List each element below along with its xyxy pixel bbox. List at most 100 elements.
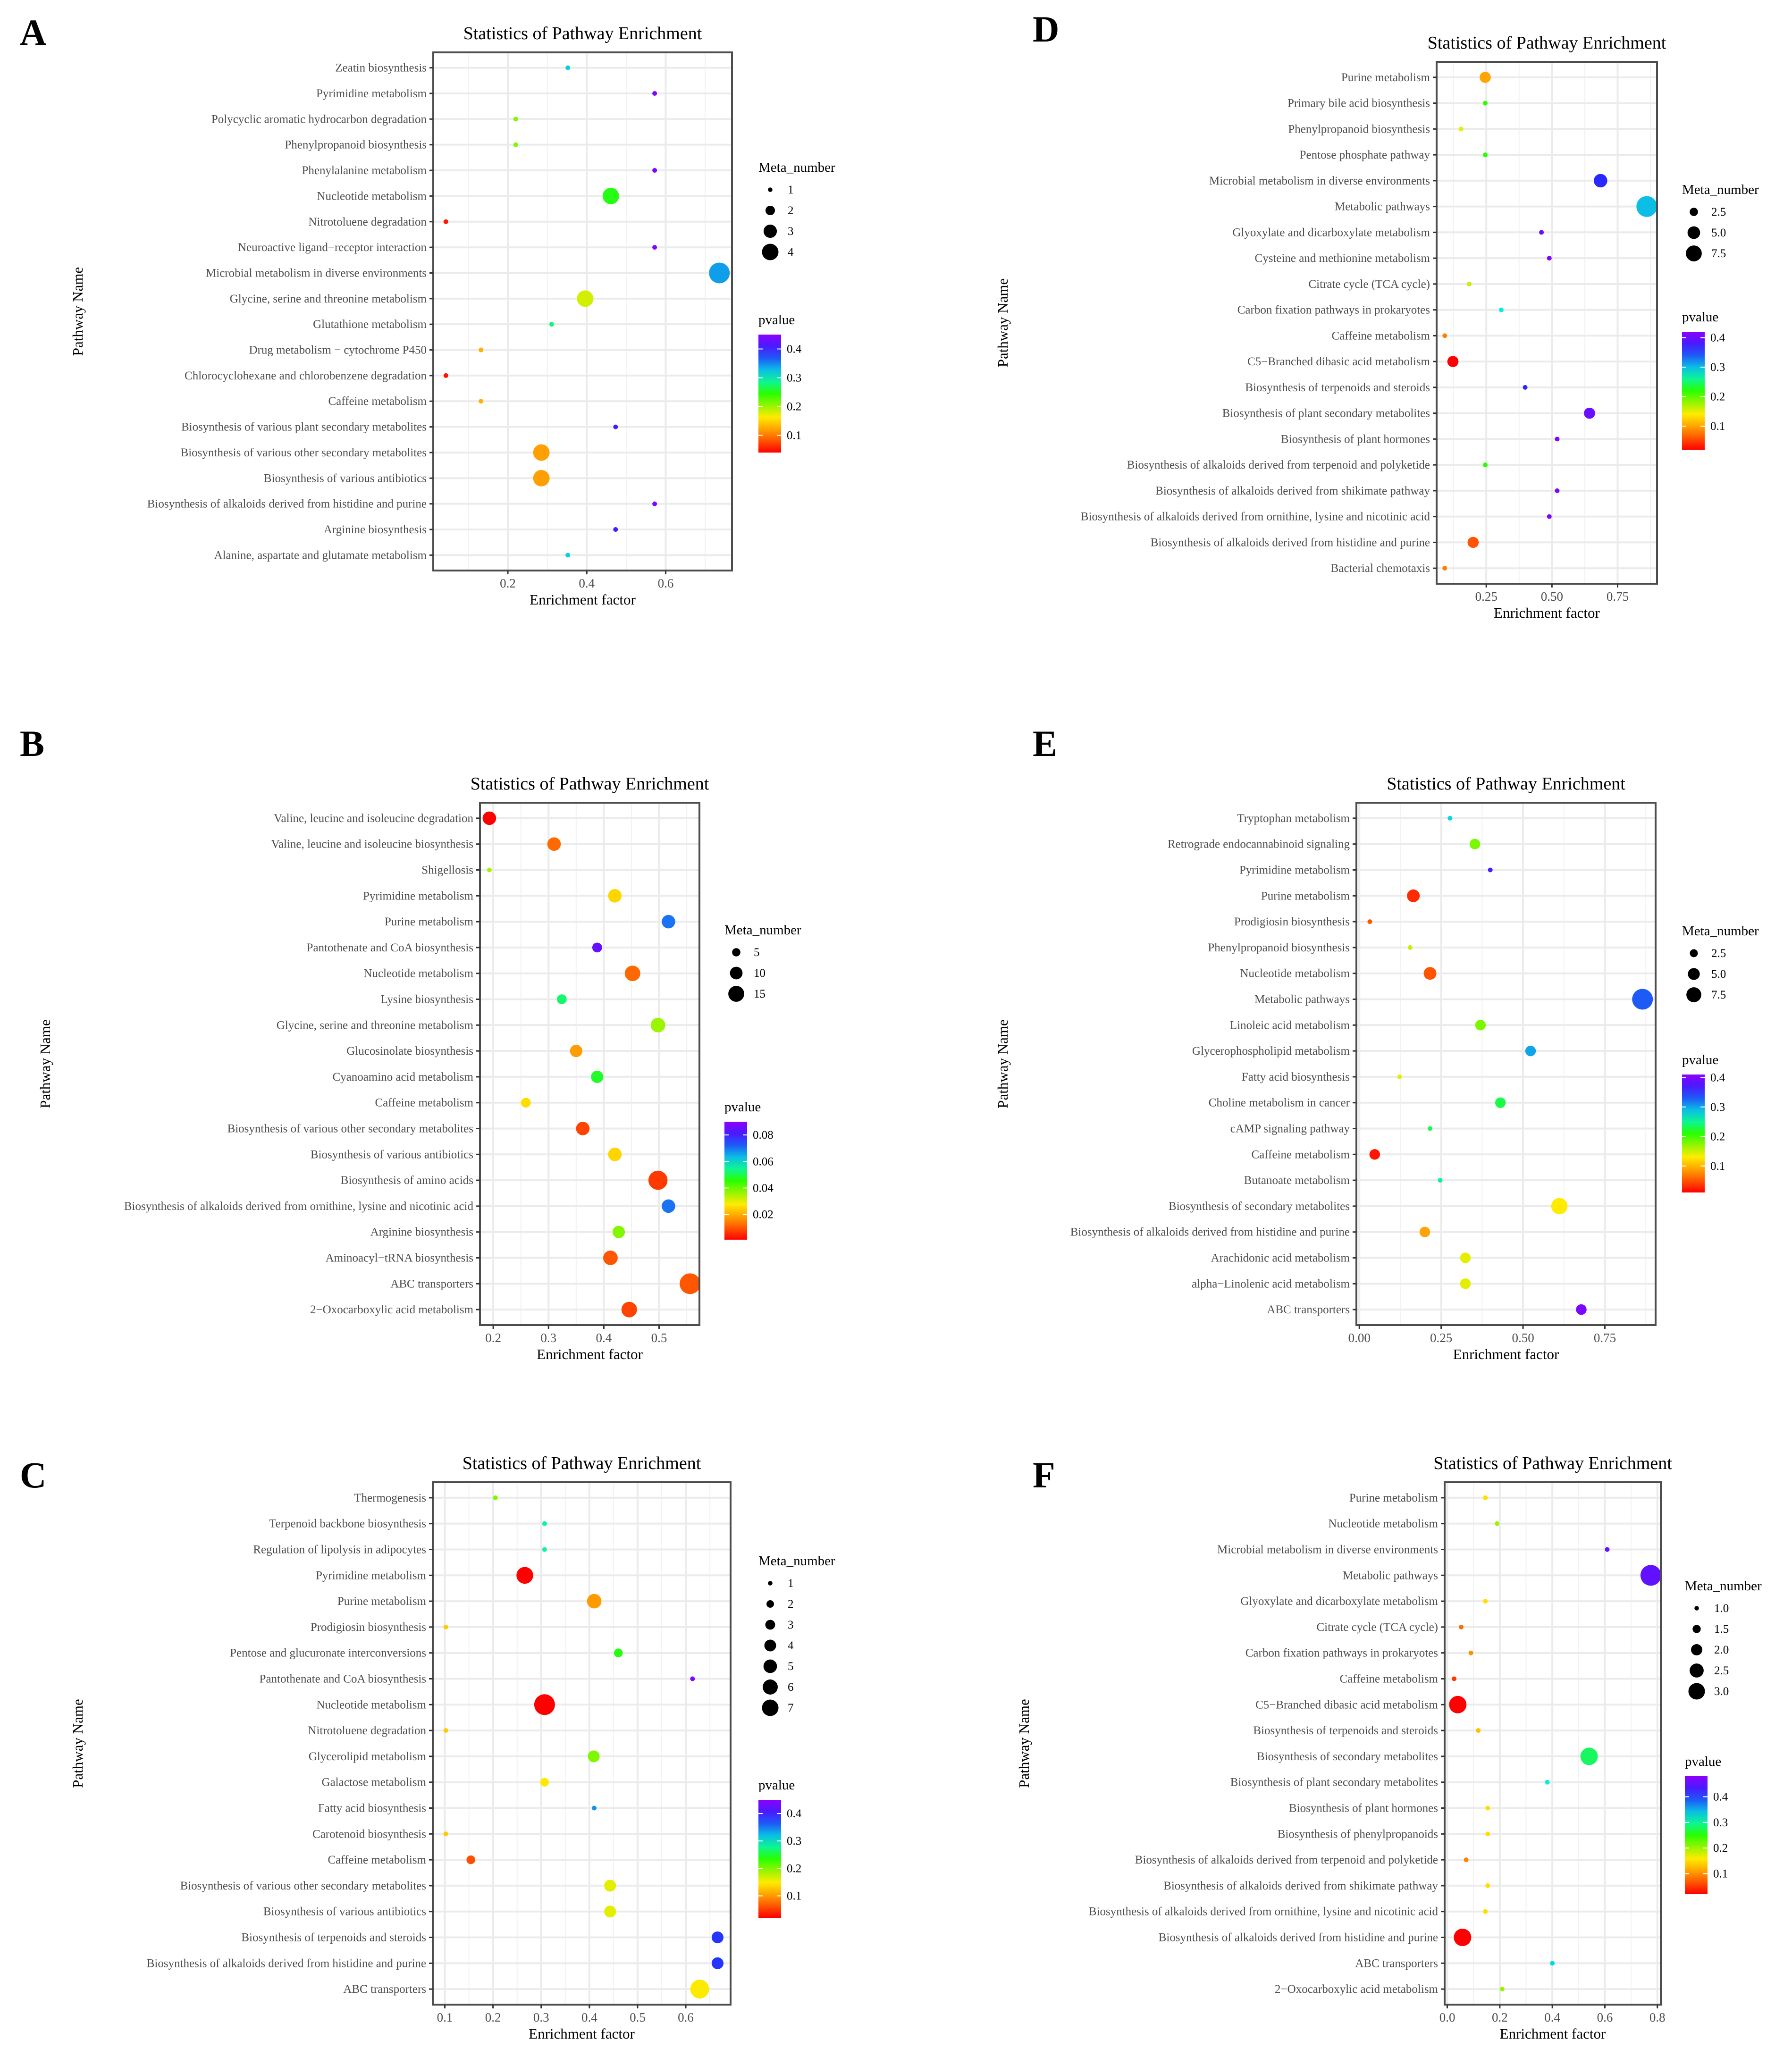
y-tick-label: Biosynthesis of phenylpropanoids [1278, 1828, 1438, 1840]
y-tick-label: Metabolic pathways [1254, 993, 1350, 1006]
data-point [614, 1648, 623, 1657]
size-legend-key [1687, 226, 1700, 239]
data-point [549, 322, 554, 327]
data-point [1460, 1252, 1471, 1263]
data-point [493, 1495, 498, 1500]
y-tick-label: Pantothenate and CoA biosynthesis [307, 941, 473, 954]
colorbar-label: 0.2 [787, 400, 801, 413]
y-tick-label: Biosynthesis of alkaloids derived from h… [147, 498, 427, 511]
data-point [1442, 566, 1447, 571]
data-point [624, 966, 640, 982]
data-point [1550, 1961, 1555, 1966]
y-tick-label: Biosynthesis of various other secondary … [181, 446, 427, 459]
y-tick-label: Bacterial chemotaxis [1331, 562, 1430, 575]
data-point [1454, 1929, 1472, 1947]
y-tick-label: 2−Oxocarboxylic acid metabolism [1275, 1983, 1439, 1996]
plot-area [480, 803, 699, 1325]
data-point [1555, 488, 1560, 493]
data-point [1483, 1495, 1488, 1500]
y-tick-label: Tryptophan metabolism [1237, 812, 1350, 825]
data-point [608, 1148, 622, 1161]
data-point [1545, 1780, 1550, 1785]
y-tick-label: Lysine biosynthesis [380, 993, 473, 1006]
panel-letter: B [20, 723, 44, 764]
y-tick-label: Prodigiosin biosynthesis [311, 1621, 426, 1634]
y-tick-label: Arginine biosynthesis [370, 1226, 473, 1239]
panel-e: E Statistics of Pathway Enrichment Tryptop… [994, 723, 1759, 1362]
color-legend-title: pvalue [1682, 310, 1718, 325]
y-tick-label: Caffeine metabolism [328, 395, 427, 408]
colorbar-label: 0.02 [753, 1209, 774, 1221]
size-legend-label: 10 [754, 967, 766, 980]
data-point [565, 553, 571, 558]
y-tick-label: Biosynthesis of alkaloids derived from o… [1081, 511, 1430, 523]
y-tick-label: Biosynthesis of alkaloids derived from h… [1151, 536, 1430, 549]
y-tick-label: Neuroactive ligand−receptor interaction [238, 241, 427, 254]
size-legend-key [728, 986, 744, 1002]
y-tick-label: Pantothenate and CoA biosynthesis [260, 1672, 426, 1685]
x-axis-title: Enrichment factor [529, 2025, 635, 2042]
x-tick-label: 0.4 [581, 2010, 597, 2024]
y-tick-label: Purine metabolism [385, 915, 474, 928]
data-point [1447, 356, 1459, 367]
data-point [513, 117, 518, 122]
y-tick-label: Drug metabolism − cytochrome P450 [249, 344, 427, 357]
data-point [1594, 174, 1607, 188]
x-tick-label: 0.6 [678, 2010, 694, 2024]
y-tick-label: Terpenoid backbone biosynthesis [269, 1518, 426, 1530]
size-legend-key [1694, 1606, 1699, 1611]
data-point [1460, 1278, 1471, 1289]
y-tick-label: Purine metabolism [1341, 71, 1430, 84]
y-tick-label: Nitrotoluene degradation [308, 216, 427, 228]
y-tick-label: Biosynthesis of various antibiotics [264, 472, 427, 485]
y-tick-label: Glucosinolate biosynthesis [346, 1045, 473, 1058]
y-tick-label: Biosynthesis of alkaloids derived from t… [1135, 1854, 1438, 1866]
y-tick-label: Biosynthesis of secondary metabolites [1169, 1200, 1350, 1213]
x-tick-label: 0.0 [1439, 2010, 1455, 2024]
y-tick-label: Biosynthesis of alkaloids derived from s… [1155, 485, 1430, 497]
size-legend-label: 1 [788, 1577, 794, 1590]
y-tick-label: Retrograde endocannabinoid signaling [1168, 838, 1350, 851]
x-tick-label: 0.4 [579, 576, 595, 590]
y-tick-label: Phenylpropanoid biosynthesis [1208, 941, 1350, 954]
colorbar-label: 0.3 [787, 1835, 801, 1847]
x-tick-label: 0.3 [533, 2010, 549, 2024]
size-legend-key [764, 1639, 776, 1652]
y-tick-label: Pentose and glucuronate interconversions [230, 1647, 426, 1660]
data-point [570, 1045, 582, 1058]
y-tick-label: Chlorocyclohexane and chlorobenzene degr… [185, 369, 427, 382]
size-legend-key [765, 1620, 775, 1630]
data-point [1576, 1304, 1587, 1315]
x-axis-title: Enrichment factor [530, 591, 636, 608]
data-point [1419, 1226, 1430, 1237]
y-tick-label: Pyrimidine metabolism [1239, 864, 1350, 876]
data-point [576, 1122, 590, 1135]
y-tick-label: Biosynthesis of secondary metabolites [1257, 1750, 1438, 1763]
colorbar-label: 0.2 [1710, 1130, 1725, 1143]
data-point [542, 1547, 547, 1552]
size-legend-key [1688, 1683, 1705, 1700]
data-point [680, 1273, 701, 1294]
y-tick-label: Citrate cycle (TCA cycle) [1308, 278, 1430, 291]
data-point [602, 187, 619, 204]
data-point [1458, 126, 1464, 132]
plot-frame [432, 1481, 732, 2006]
data-point [1482, 462, 1488, 468]
colorbar-label: 0.2 [1710, 391, 1725, 403]
colorbar-label: 0.3 [1713, 1816, 1728, 1829]
data-point [1605, 1547, 1610, 1552]
data-point [1547, 256, 1552, 261]
y-tick-label: Biosynthesis of alkaloids derived from s… [1163, 1880, 1438, 1892]
data-point [443, 373, 448, 378]
x-axis-title: Enrichment factor [537, 1346, 643, 1362]
data-point [534, 1694, 555, 1715]
color-legend-title: pvalue [1685, 1754, 1721, 1769]
y-tick-label: Pentose phosphate pathway [1300, 149, 1430, 161]
data-point [1632, 989, 1653, 1010]
y-tick-label: Carbon fixation pathways in prokaryotes [1237, 304, 1430, 317]
plot-area [433, 52, 732, 571]
y-tick-label: Biosynthesis of terpenoids and steroids [241, 1931, 426, 1944]
data-point [1482, 101, 1488, 106]
data-point [1525, 1045, 1536, 1057]
size-legend-key [763, 1679, 778, 1695]
